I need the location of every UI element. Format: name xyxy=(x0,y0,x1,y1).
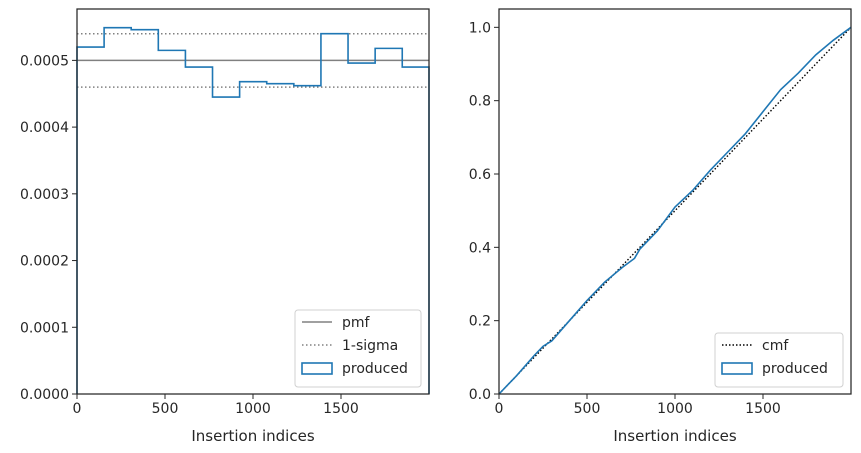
x-tick-label: 0 xyxy=(73,401,82,417)
legend-swatch-produced xyxy=(301,362,333,375)
series-produced xyxy=(498,26,852,395)
legend-swatch-produced xyxy=(721,362,753,375)
y-tick-label: 0.2 xyxy=(469,314,491,330)
y-tick-label: 0.0003 xyxy=(20,187,69,203)
x-tick-label: 1500 xyxy=(745,401,781,417)
x-tick-label: 500 xyxy=(574,401,601,417)
x-axis-label: Insertion indices xyxy=(191,427,314,445)
right-chart: 0 500 1000 1500 0.0 0.2 0.4 0.6 0.8 1.0 Insertion … xyxy=(469,8,852,445)
x-tick-label: 500 xyxy=(152,401,179,417)
y-tick-label: 0.6 xyxy=(469,167,491,183)
legend-label: pmf xyxy=(342,315,371,331)
legend-label: cmf xyxy=(762,338,789,354)
y-tick-label: 0.0004 xyxy=(20,120,69,136)
y-tick-label: 0.0001 xyxy=(20,320,69,336)
legend-box xyxy=(294,309,422,388)
x-axis-label: Insertion indices xyxy=(613,427,736,445)
y-tick-label: 0.0000 xyxy=(20,387,69,403)
legend-label: produced xyxy=(342,361,408,377)
legend-label: 1-sigma xyxy=(342,338,398,354)
legend-label: produced xyxy=(762,361,828,377)
y-tick-label: 0.0 xyxy=(469,387,491,403)
x-tick-label: 1500 xyxy=(323,401,359,417)
x-tick-label: 0 xyxy=(495,401,504,417)
y-tick-label: 0.4 xyxy=(469,240,491,256)
left-chart: 0 500 1000 1500 0.0000 0.0001 0.0002 0.0003 0.00… xyxy=(20,8,430,445)
x-tick-label: 1000 xyxy=(657,401,693,417)
series-cmf xyxy=(498,26,852,395)
y-tick-label: 1.0 xyxy=(469,20,491,36)
y-tick-label: 0.0002 xyxy=(20,254,69,270)
series-produced xyxy=(76,26,430,394)
y-tick-label: 0.8 xyxy=(469,94,491,110)
x-tick-label: 1000 xyxy=(235,401,271,417)
y-tick-label: 0.0005 xyxy=(20,53,69,69)
